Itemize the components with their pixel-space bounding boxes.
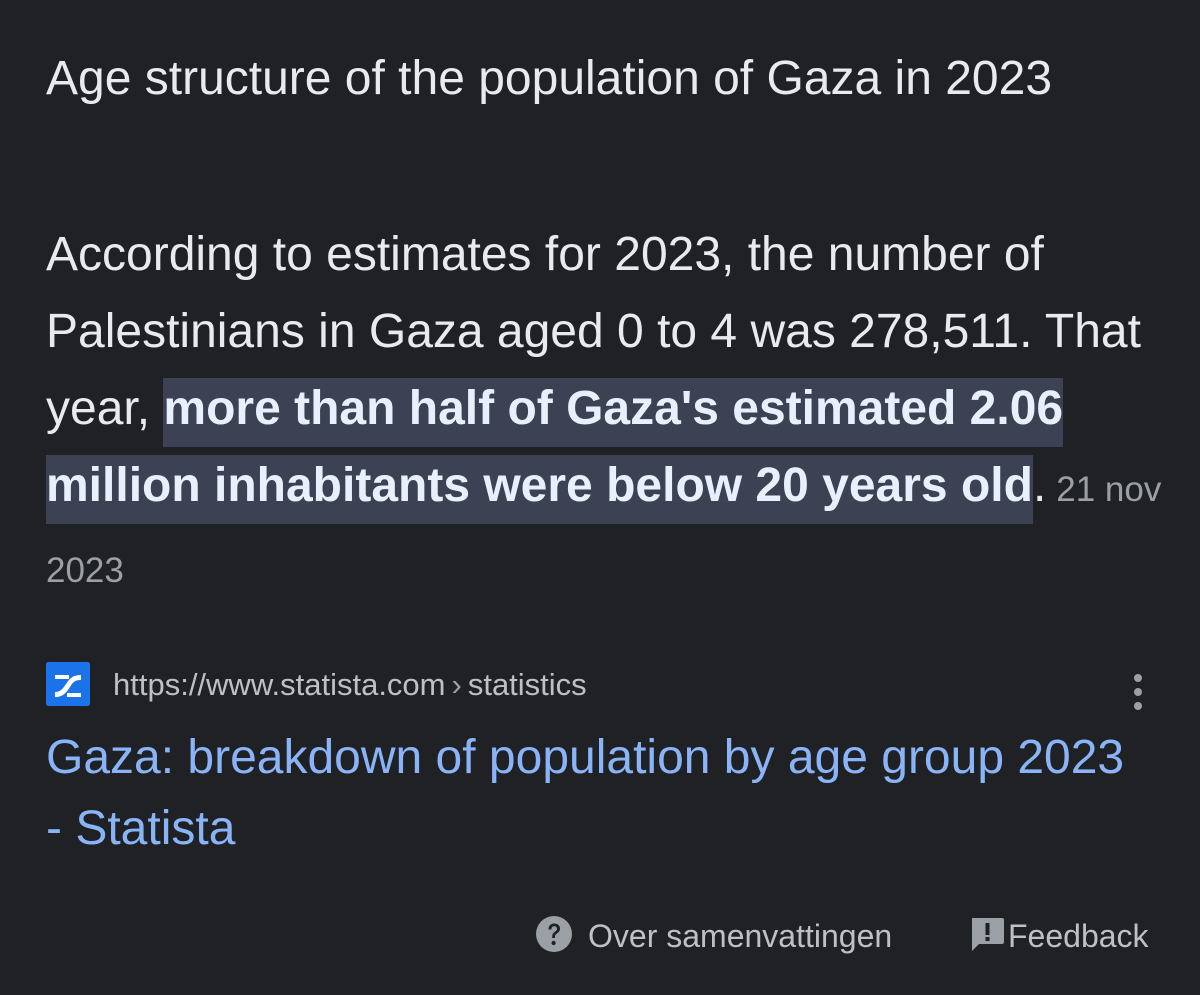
source-row[interactable]: https://www.statista.com › statistics	[46, 660, 1156, 710]
source-url: https://www.statista.com	[113, 667, 446, 702]
help-circle-icon	[534, 914, 574, 959]
source-breadcrumb[interactable]: https://www.statista.com › statistics	[113, 666, 587, 704]
more-vert-icon[interactable]	[1123, 670, 1153, 714]
feedback-icon	[968, 914, 1006, 959]
feedback-label: Feedback	[1008, 917, 1149, 954]
breadcrumb-separator: ›	[451, 667, 462, 702]
snippet-title: Age structure of the population of Gaza …	[46, 52, 1053, 105]
about-snippets-button[interactable]: Over samenvattingen	[534, 914, 892, 958]
result-title-link[interactable]: Gaza: breakdown of population by age gro…	[46, 731, 1125, 855]
snippet-body-end: .	[1032, 459, 1047, 512]
statista-favicon[interactable]	[46, 662, 90, 706]
about-snippets-label: Over samenvattingen	[588, 917, 893, 954]
source-path: statistics	[467, 667, 587, 702]
snippet-highlight: more than half of Gaza's estimated 2.06 …	[46, 378, 1064, 524]
snippet-body: According to estimates for 2023, the num…	[46, 216, 1166, 609]
snippet-footer: Over samenvattingen Feedback	[0, 910, 1200, 960]
statista-logo-icon	[46, 662, 90, 706]
snippet-body-text: According to estimates for 2023, the num…	[46, 228, 1141, 435]
feedback-button[interactable]: Feedback	[968, 914, 1149, 958]
snippet-date: 21 nov 2023	[46, 470, 1162, 590]
